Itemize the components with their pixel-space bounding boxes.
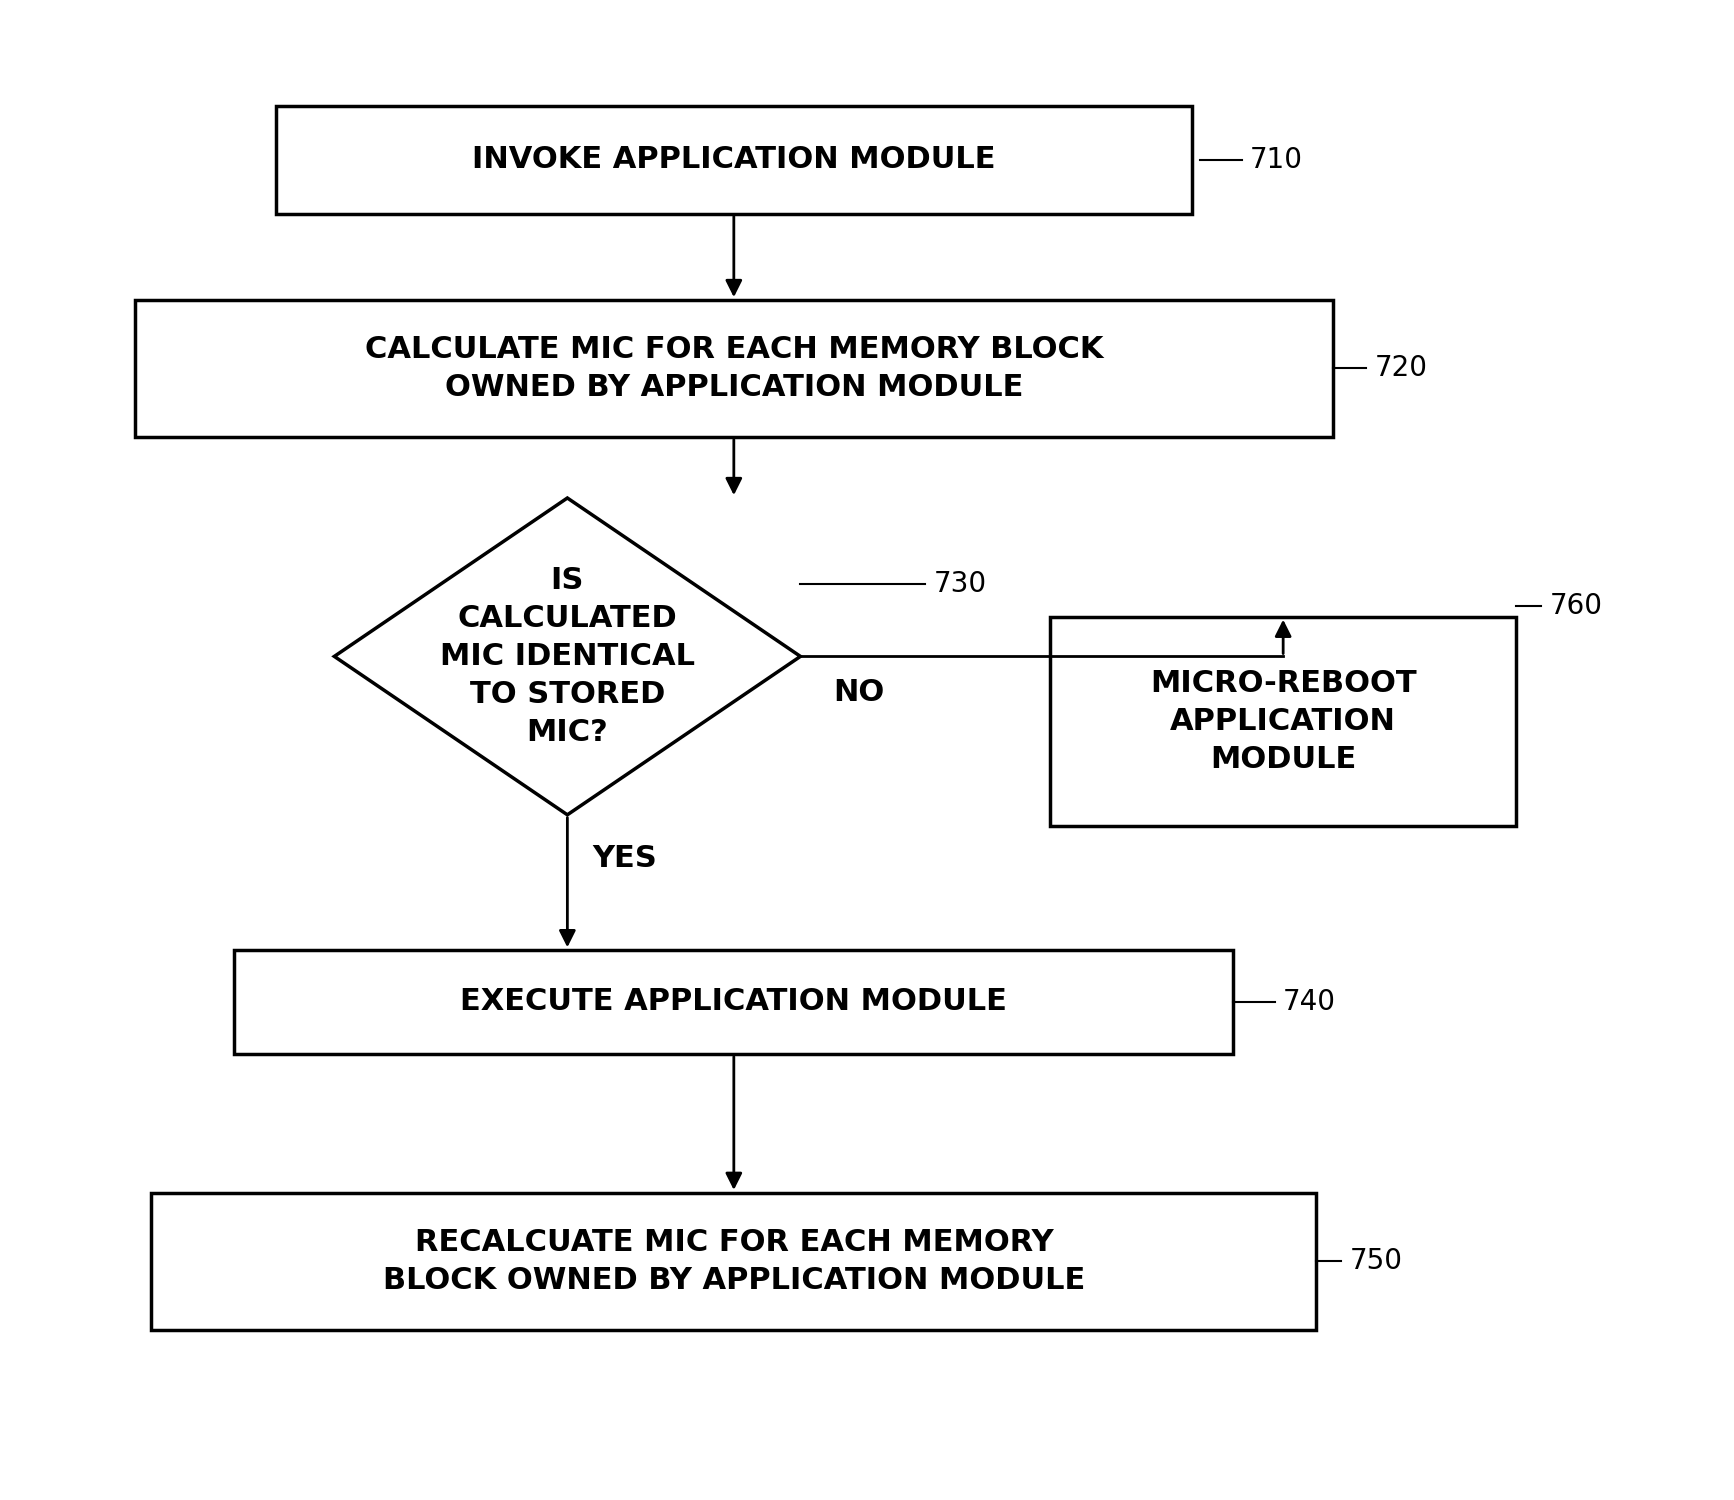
- Text: YES: YES: [593, 843, 657, 873]
- Bar: [276, 105, 1191, 213]
- Text: EXECUTE APPLICATION MODULE: EXECUTE APPLICATION MODULE: [461, 987, 1007, 1017]
- Text: 710: 710: [1250, 146, 1302, 174]
- Bar: [135, 300, 1333, 436]
- Bar: [151, 1192, 1316, 1329]
- Polygon shape: [335, 498, 801, 814]
- Text: INVOKE APPLICATION MODULE: INVOKE APPLICATION MODULE: [472, 146, 995, 174]
- Text: IS
CALCULATED
MIC IDENTICAL
TO STORED
MIC?: IS CALCULATED MIC IDENTICAL TO STORED MI…: [440, 566, 695, 747]
- Text: 750: 750: [1349, 1246, 1403, 1275]
- Text: 740: 740: [1283, 988, 1337, 1016]
- Text: MICRO-REBOOT
APPLICATION
MODULE: MICRO-REBOOT APPLICATION MODULE: [1150, 669, 1417, 774]
- Bar: [234, 950, 1233, 1054]
- Text: 760: 760: [1550, 592, 1602, 619]
- Text: CALCULATE MIC FOR EACH MEMORY BLOCK
OWNED BY APPLICATION MODULE: CALCULATE MIC FOR EACH MEMORY BLOCK OWNE…: [364, 334, 1103, 402]
- Bar: [1051, 616, 1516, 825]
- Text: NO: NO: [834, 678, 884, 706]
- Text: 730: 730: [933, 570, 987, 598]
- Text: 720: 720: [1375, 354, 1427, 382]
- Text: RECALCUATE MIC FOR EACH MEMORY
BLOCK OWNED BY APPLICATION MODULE: RECALCUATE MIC FOR EACH MEMORY BLOCK OWN…: [383, 1227, 1085, 1294]
